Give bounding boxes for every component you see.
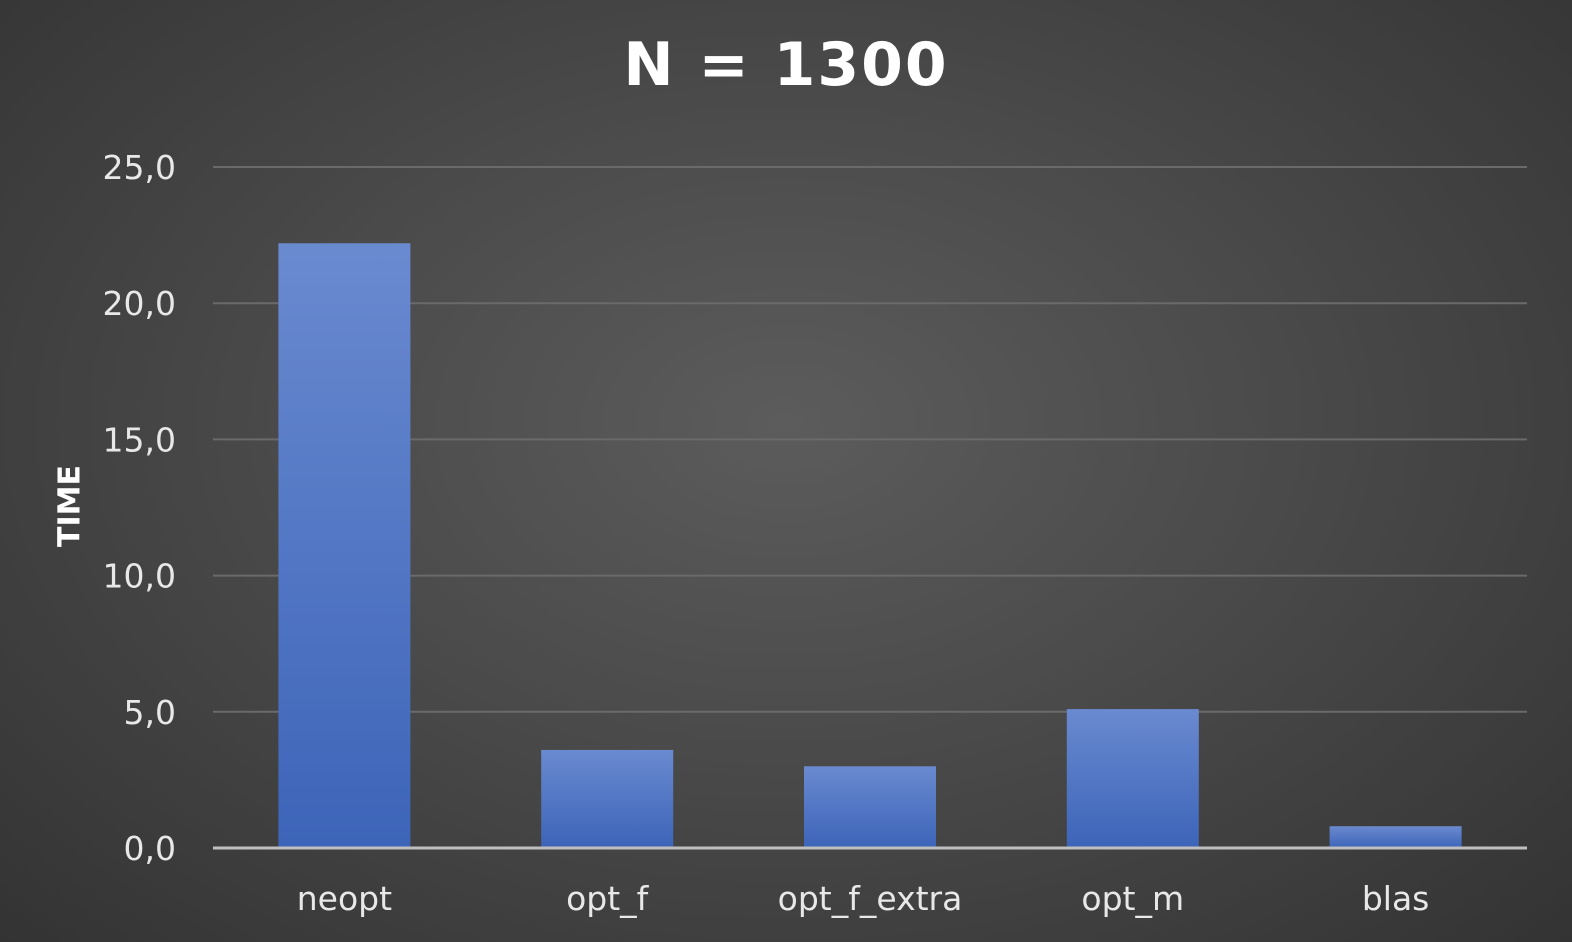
y-tick-label: 25,0 (103, 148, 176, 187)
x-tick-label: opt_m (1081, 879, 1184, 918)
bar-opt-m (1066, 709, 1199, 848)
y-tick-label: 20,0 (103, 284, 176, 323)
y-tick-label: 5,0 (124, 693, 176, 732)
bar-neopt (278, 243, 411, 849)
x-tick-label: opt_f (566, 879, 650, 918)
x-tick-label: opt_f_extra (778, 879, 963, 918)
x-axis-ticks: neopt opt_f opt_f_extra opt_m blas (297, 879, 1430, 918)
bar-opt-f (541, 749, 674, 848)
y-tick-label: 10,0 (103, 557, 176, 596)
gridlines (213, 166, 1527, 713)
y-tick-label: 0,0 (124, 829, 176, 868)
bars (278, 243, 1462, 849)
chart-title: N = 1300 (623, 30, 949, 100)
y-tick-label: 15,0 (103, 420, 176, 459)
x-tick-label: blas (1362, 879, 1430, 918)
y-axis-ticks: 0,0 5,0 10,0 15,0 20,0 25,0 (103, 148, 176, 868)
bar-blas (1329, 826, 1462, 848)
bar-opt-f-extra (804, 766, 936, 848)
x-tick-label: neopt (297, 879, 392, 918)
